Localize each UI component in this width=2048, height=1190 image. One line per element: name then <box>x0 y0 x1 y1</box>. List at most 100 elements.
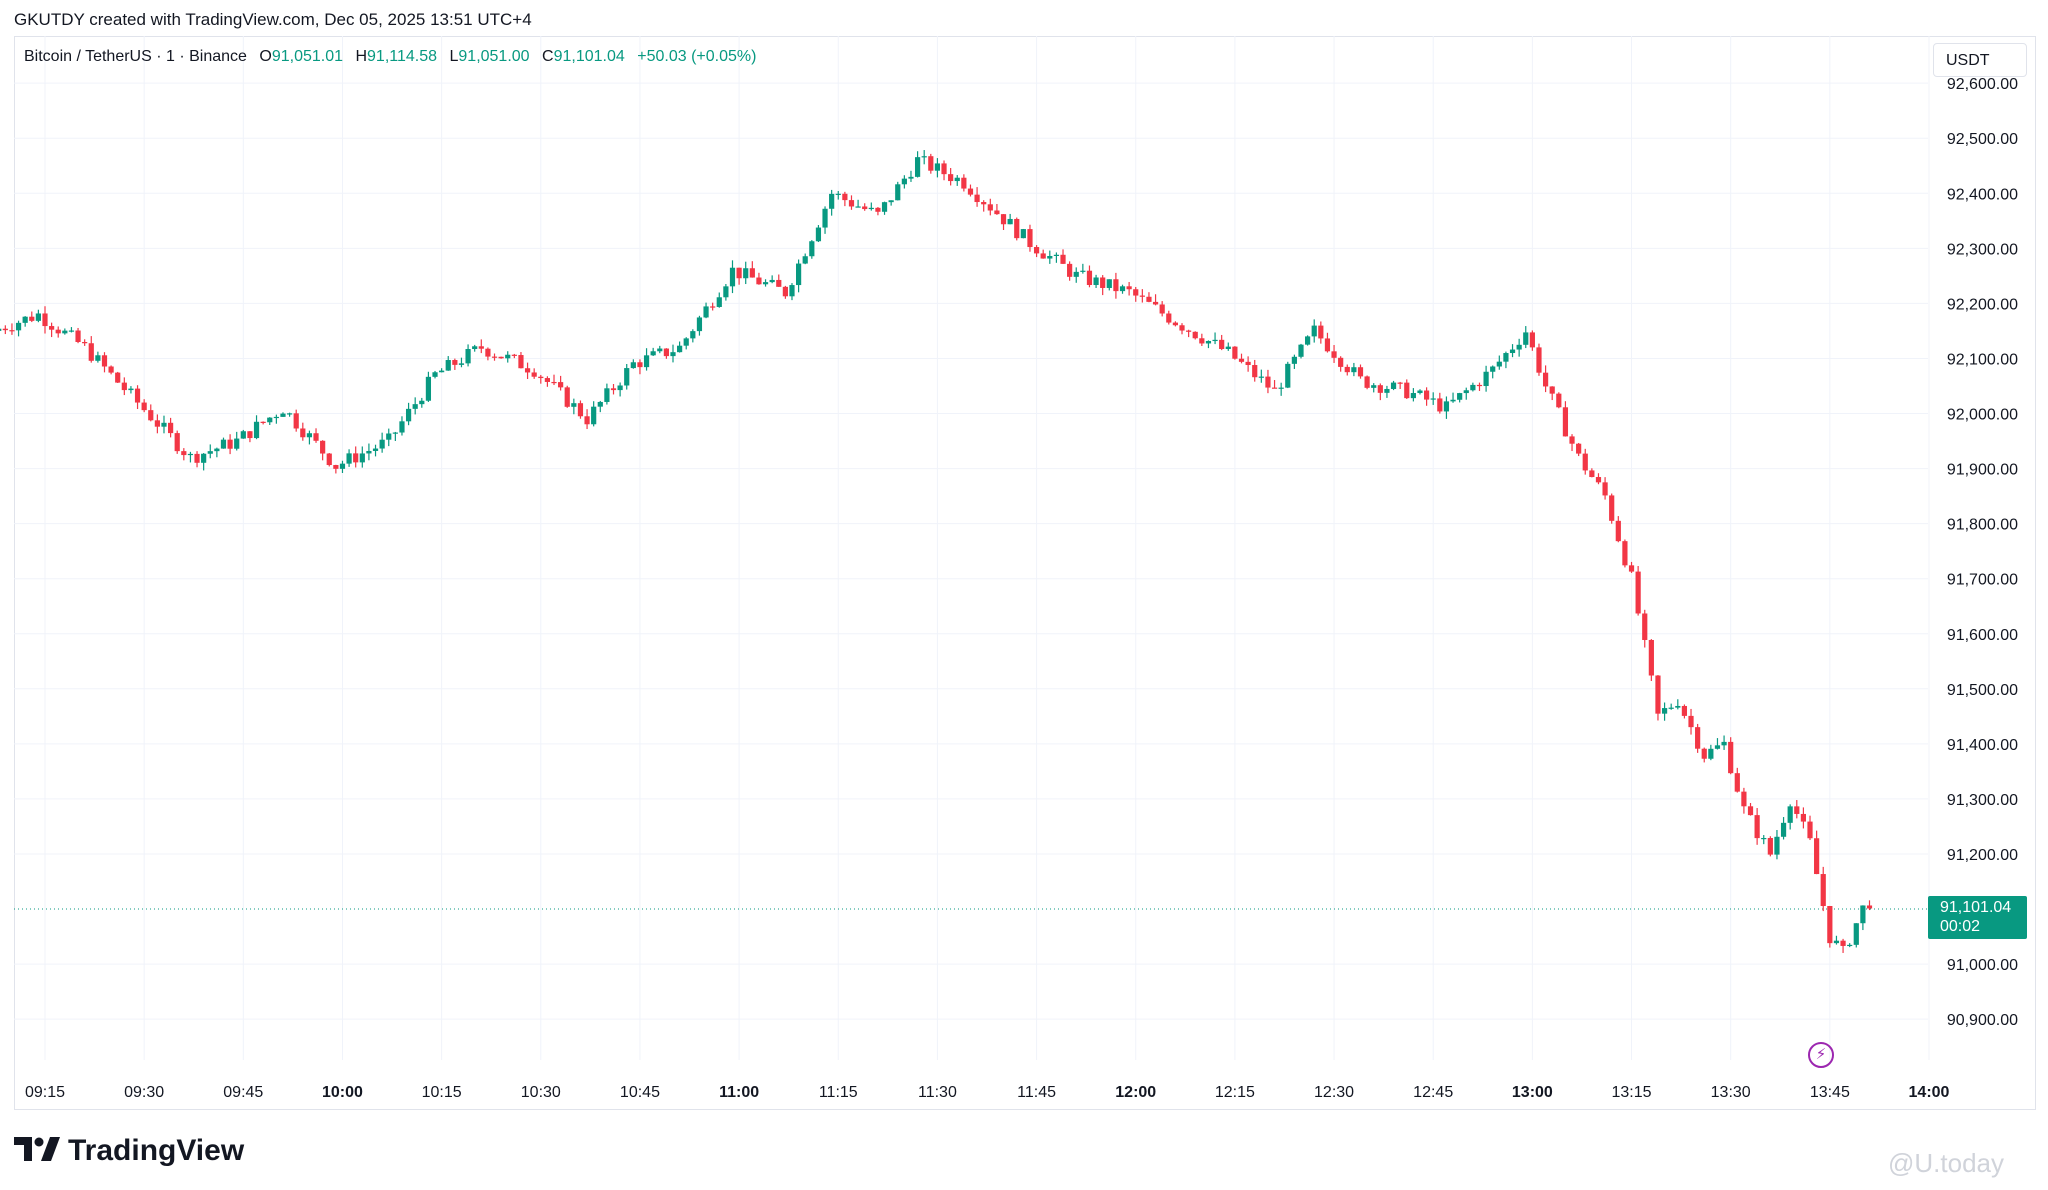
candle-body <box>1020 229 1026 239</box>
watermark: @U.today <box>1888 1148 2004 1178</box>
candle-body <box>247 431 253 439</box>
candle-body <box>1820 874 1826 907</box>
candle-body <box>1523 332 1529 345</box>
candle-body <box>577 403 584 417</box>
time-tick-label: 10:00 <box>322 1084 363 1101</box>
candle-body <box>1000 214 1007 225</box>
candle-body <box>260 421 266 423</box>
candle-body <box>29 316 35 321</box>
tradingview-logo-icon <box>14 1135 60 1169</box>
candle-body <box>948 174 954 182</box>
candle-body <box>1549 386 1555 394</box>
candle-body <box>1457 393 1463 400</box>
candle-body <box>1318 325 1324 339</box>
candle-body <box>1331 351 1337 358</box>
candle-body <box>95 355 101 361</box>
candle-body <box>1589 470 1595 478</box>
candle-body <box>1047 255 1053 259</box>
time-tick-label: 14:00 <box>1909 1084 1950 1101</box>
candle-body <box>1133 289 1139 296</box>
candle-body <box>313 433 319 441</box>
candle-body <box>776 279 782 287</box>
candle-body <box>1860 905 1866 924</box>
candle-body <box>511 354 517 356</box>
candle-body <box>478 346 484 349</box>
candle-body <box>584 416 590 425</box>
candle-body <box>452 360 458 365</box>
candle-body <box>1212 339 1218 342</box>
currency-button[interactable]: USDT <box>1933 43 2027 77</box>
time-tick-label: 09:30 <box>124 1084 164 1101</box>
candle-body <box>399 421 405 433</box>
candle-body <box>121 382 127 391</box>
tradingview-brand[interactable]: TradingView <box>14 1134 244 1169</box>
candle-body <box>1324 338 1331 352</box>
lightning-icon[interactable]: ⚡︎ <box>1808 1042 1834 1068</box>
candle-body <box>782 286 788 297</box>
candle-body <box>703 306 709 318</box>
candle-body <box>108 366 114 373</box>
chart-frame[interactable] <box>14 36 2036 1110</box>
candle-body <box>214 448 220 452</box>
price-tick-label: 92,100.00 <box>1947 351 2018 368</box>
candle-body <box>1509 349 1516 354</box>
price-tick-label: 91,600.00 <box>1947 627 2018 644</box>
candle-body <box>458 363 465 365</box>
candle-body <box>1305 336 1311 345</box>
candle-body <box>168 422 174 434</box>
candle-body <box>1814 838 1820 875</box>
candle-body <box>822 208 828 228</box>
candle-body <box>174 433 180 452</box>
candle-body <box>498 356 504 359</box>
candle-body <box>1285 363 1291 388</box>
candle-body <box>518 355 524 369</box>
price-tick-label: 92,600.00 <box>1947 76 2018 93</box>
time-tick-label: 11:00 <box>719 1084 759 1101</box>
time-tick-label: 11:30 <box>918 1084 957 1101</box>
candle-body <box>1060 254 1066 264</box>
candle-body <box>1040 253 1046 259</box>
candle-body <box>723 286 729 298</box>
candle-body <box>1562 407 1569 437</box>
candle-body <box>1245 361 1251 366</box>
low-value: 91,051.00 <box>458 48 530 65</box>
chart-caption: GKUTDY created with TradingView.com, Dec… <box>14 10 532 29</box>
time-tick-label: 10:30 <box>521 1084 561 1101</box>
candle-body <box>564 387 570 407</box>
candle-body <box>240 431 246 439</box>
candle-body <box>1516 344 1522 350</box>
candle-body <box>1033 247 1040 254</box>
candle-body <box>571 403 577 407</box>
candle-body <box>683 338 689 346</box>
candle-body <box>1172 322 1178 326</box>
symbol-label[interactable]: Bitcoin / TetherUS · 1 · Binance <box>24 48 247 65</box>
candle-body <box>1754 815 1760 839</box>
candle-body <box>1371 385 1377 388</box>
candle-body <box>1390 382 1397 389</box>
candle-body <box>729 267 736 287</box>
candle-body <box>1582 453 1588 471</box>
candle-body <box>35 313 41 321</box>
candle-body <box>207 451 213 454</box>
candle-body <box>1787 806 1793 823</box>
candle-body <box>1067 263 1073 277</box>
last-price-value: 91,101.04 <box>1940 899 2012 916</box>
candle-body <box>630 362 636 369</box>
candle-body <box>1146 296 1152 302</box>
price-tick-label: 91,300.00 <box>1947 792 2018 809</box>
time-axis: 09:15 09:30 09:45 10:00 10:15 10:30 10:45 11:00… <box>25 1084 1950 1101</box>
candle-body <box>1476 384 1483 387</box>
candle-body <box>544 378 550 382</box>
candle-body <box>68 330 75 332</box>
time-tick-label: 10:15 <box>422 1084 462 1101</box>
candle-body <box>1100 277 1106 288</box>
candle-body <box>1635 571 1641 614</box>
candle-body <box>663 348 669 357</box>
candle-body <box>412 404 418 409</box>
candle-body <box>194 453 200 463</box>
time-tick-label: 13:00 <box>1512 1084 1553 1101</box>
candle-body <box>1278 387 1284 389</box>
brand-name: TradingView <box>68 1134 245 1167</box>
candle-body <box>604 388 610 402</box>
